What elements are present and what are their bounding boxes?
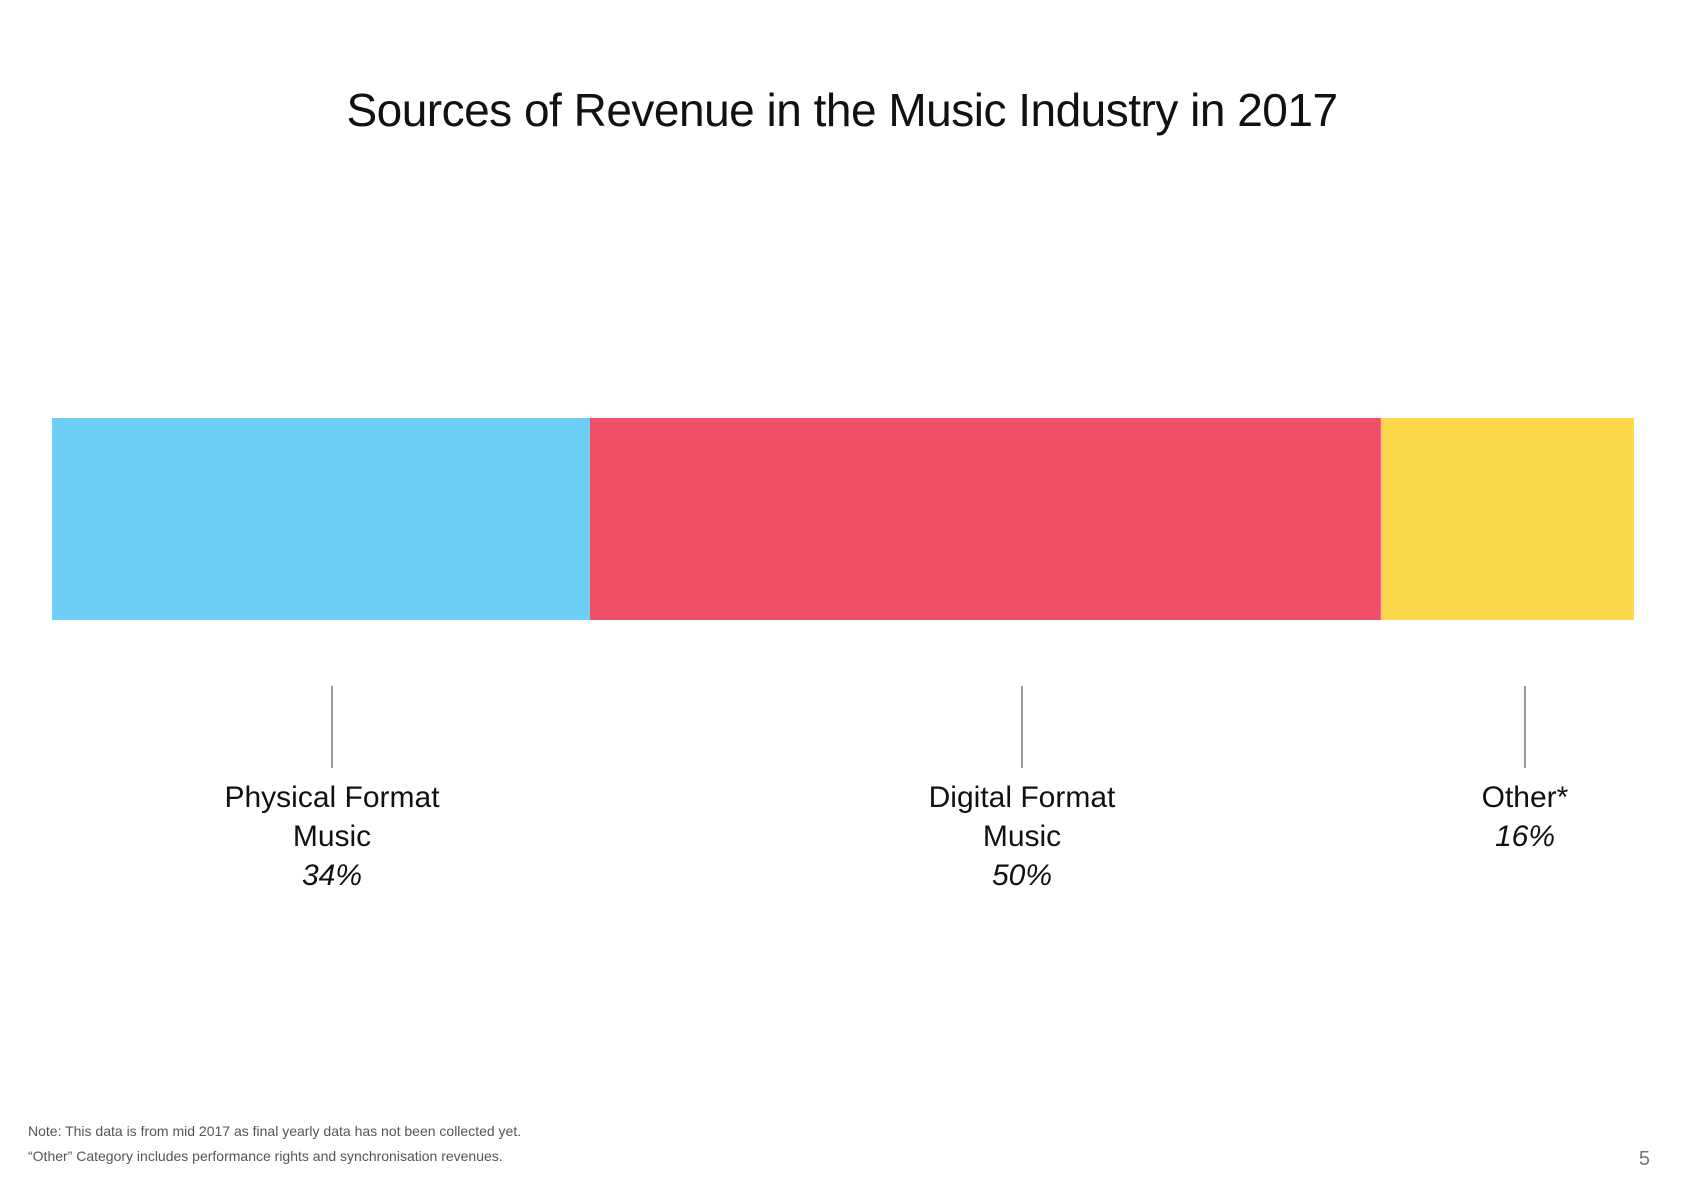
segment-labels: Physical Format Music 34% Digital Format Mus… — [224, 781, 1568, 892]
bar-segment-1 — [52, 418, 590, 620]
segment-label-1-line-2: Music — [293, 820, 371, 853]
chart-title: Sources of Revenue in the Music Industry… — [346, 84, 1338, 136]
leader-lines — [331, 686, 1526, 768]
segment-label-3-line-1: Other* — [1482, 781, 1569, 814]
segment-label-2-line-1: Digital Format — [929, 781, 1116, 814]
bar-segments — [52, 418, 1634, 620]
segment-label-1-line-1: Physical Format — [224, 781, 440, 814]
segment-value-1: 34% — [302, 859, 362, 892]
footnote-data-note: Note: This data is from mid 2017 as fina… — [28, 1123, 522, 1139]
segment-label-2-line-2: Music — [983, 820, 1061, 853]
bar-segment-3 — [1380, 418, 1634, 620]
segment-value-2: 50% — [992, 859, 1052, 892]
bar-segment-2 — [589, 418, 1381, 620]
page-number: 5 — [1638, 1148, 1650, 1170]
segment-value-3: 16% — [1495, 820, 1555, 853]
footnote-other-category: “Other” Category includes performance ri… — [28, 1148, 503, 1164]
